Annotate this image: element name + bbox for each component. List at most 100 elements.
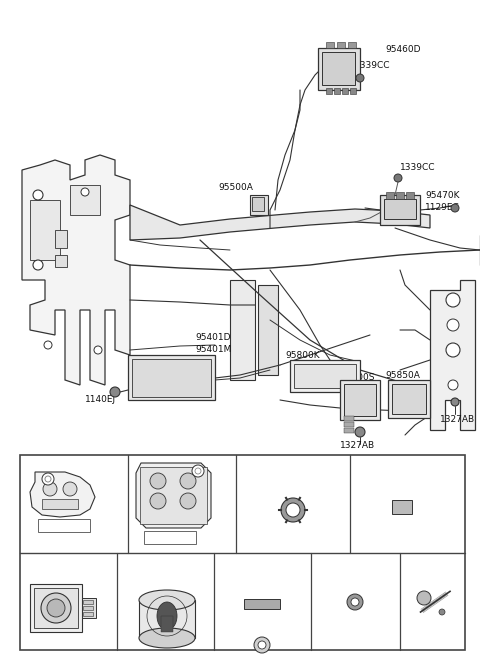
Bar <box>344 422 354 427</box>
Circle shape <box>41 593 71 623</box>
Polygon shape <box>22 155 130 385</box>
Bar <box>344 384 376 416</box>
Text: 95470K: 95470K <box>425 190 459 199</box>
Text: 95460D: 95460D <box>385 45 420 54</box>
Circle shape <box>254 637 270 653</box>
Circle shape <box>451 204 459 212</box>
Bar <box>38 519 90 532</box>
Circle shape <box>258 641 266 649</box>
Circle shape <box>439 609 445 615</box>
Bar <box>344 428 354 433</box>
Bar <box>139 600 195 638</box>
Bar <box>326 88 332 94</box>
Text: 1249ND: 1249ND <box>414 562 450 571</box>
Circle shape <box>63 482 77 496</box>
Text: 1327AB: 1327AB <box>440 415 475 424</box>
Bar <box>392 384 426 414</box>
Polygon shape <box>322 52 355 85</box>
Polygon shape <box>70 185 100 215</box>
Polygon shape <box>380 195 420 225</box>
Bar <box>386 192 394 199</box>
Polygon shape <box>258 285 278 375</box>
Circle shape <box>296 366 304 374</box>
Circle shape <box>94 346 102 354</box>
Text: 95850A: 95850A <box>385 371 420 380</box>
Bar <box>140 467 207 524</box>
Bar <box>252 197 264 211</box>
Ellipse shape <box>139 628 195 648</box>
Circle shape <box>447 319 459 331</box>
Text: 95430D: 95430D <box>125 562 160 571</box>
Bar <box>83 612 93 616</box>
Bar <box>348 42 356 48</box>
Bar <box>290 360 360 392</box>
Circle shape <box>150 473 166 489</box>
Circle shape <box>346 381 354 389</box>
Text: 95413A: 95413A <box>44 522 73 531</box>
Ellipse shape <box>157 602 177 630</box>
Circle shape <box>417 591 431 605</box>
Text: 1491AD: 1491AD <box>244 562 280 571</box>
Bar <box>30 584 82 632</box>
Circle shape <box>43 482 57 496</box>
Polygon shape <box>136 463 211 528</box>
Bar <box>132 359 211 397</box>
Text: 1327AC: 1327AC <box>337 562 372 571</box>
Text: 1140EJ: 1140EJ <box>85 396 116 405</box>
Bar <box>83 606 93 610</box>
Circle shape <box>394 174 402 182</box>
Polygon shape <box>230 280 255 380</box>
Bar <box>55 255 67 267</box>
Circle shape <box>448 380 458 390</box>
Polygon shape <box>30 200 60 260</box>
Circle shape <box>286 503 300 517</box>
Text: 95430E: 95430E <box>57 543 91 552</box>
Text: 1339CC: 1339CC <box>400 163 435 173</box>
Circle shape <box>33 190 43 200</box>
Text: 95440K: 95440K <box>165 543 199 552</box>
Bar <box>82 598 96 618</box>
Bar <box>337 42 345 48</box>
Circle shape <box>150 493 166 509</box>
Circle shape <box>110 387 120 397</box>
Circle shape <box>42 473 54 485</box>
Bar <box>326 42 334 48</box>
Bar <box>388 380 430 418</box>
Bar <box>406 192 414 199</box>
Bar <box>294 364 356 388</box>
Circle shape <box>451 398 459 406</box>
Bar <box>334 88 340 94</box>
Text: 1129EC: 1129EC <box>425 203 460 213</box>
Circle shape <box>81 188 89 196</box>
Text: 1018AD: 1018AD <box>389 468 425 478</box>
Bar <box>392 500 412 514</box>
Circle shape <box>281 498 305 522</box>
Text: 95500A: 95500A <box>218 184 253 192</box>
Bar <box>342 88 348 94</box>
Polygon shape <box>130 205 430 240</box>
Circle shape <box>351 598 359 606</box>
Polygon shape <box>430 280 475 430</box>
Bar <box>42 499 78 509</box>
Circle shape <box>355 427 365 437</box>
Polygon shape <box>30 472 95 517</box>
Text: 95413A: 95413A <box>150 533 180 543</box>
Polygon shape <box>128 355 215 400</box>
Circle shape <box>44 341 52 349</box>
Circle shape <box>321 374 329 382</box>
Ellipse shape <box>139 590 195 610</box>
Circle shape <box>356 74 364 82</box>
Circle shape <box>45 476 51 482</box>
Bar <box>384 199 416 219</box>
Bar <box>350 88 356 94</box>
Bar <box>244 599 280 609</box>
Bar <box>83 600 93 604</box>
Text: 95401M: 95401M <box>195 346 231 354</box>
Text: 95800S: 95800S <box>340 373 374 382</box>
Bar <box>396 192 404 199</box>
Polygon shape <box>340 380 380 420</box>
Circle shape <box>33 260 43 270</box>
Circle shape <box>446 343 460 357</box>
Text: 1339CC: 1339CC <box>355 60 391 70</box>
Bar <box>34 588 78 628</box>
